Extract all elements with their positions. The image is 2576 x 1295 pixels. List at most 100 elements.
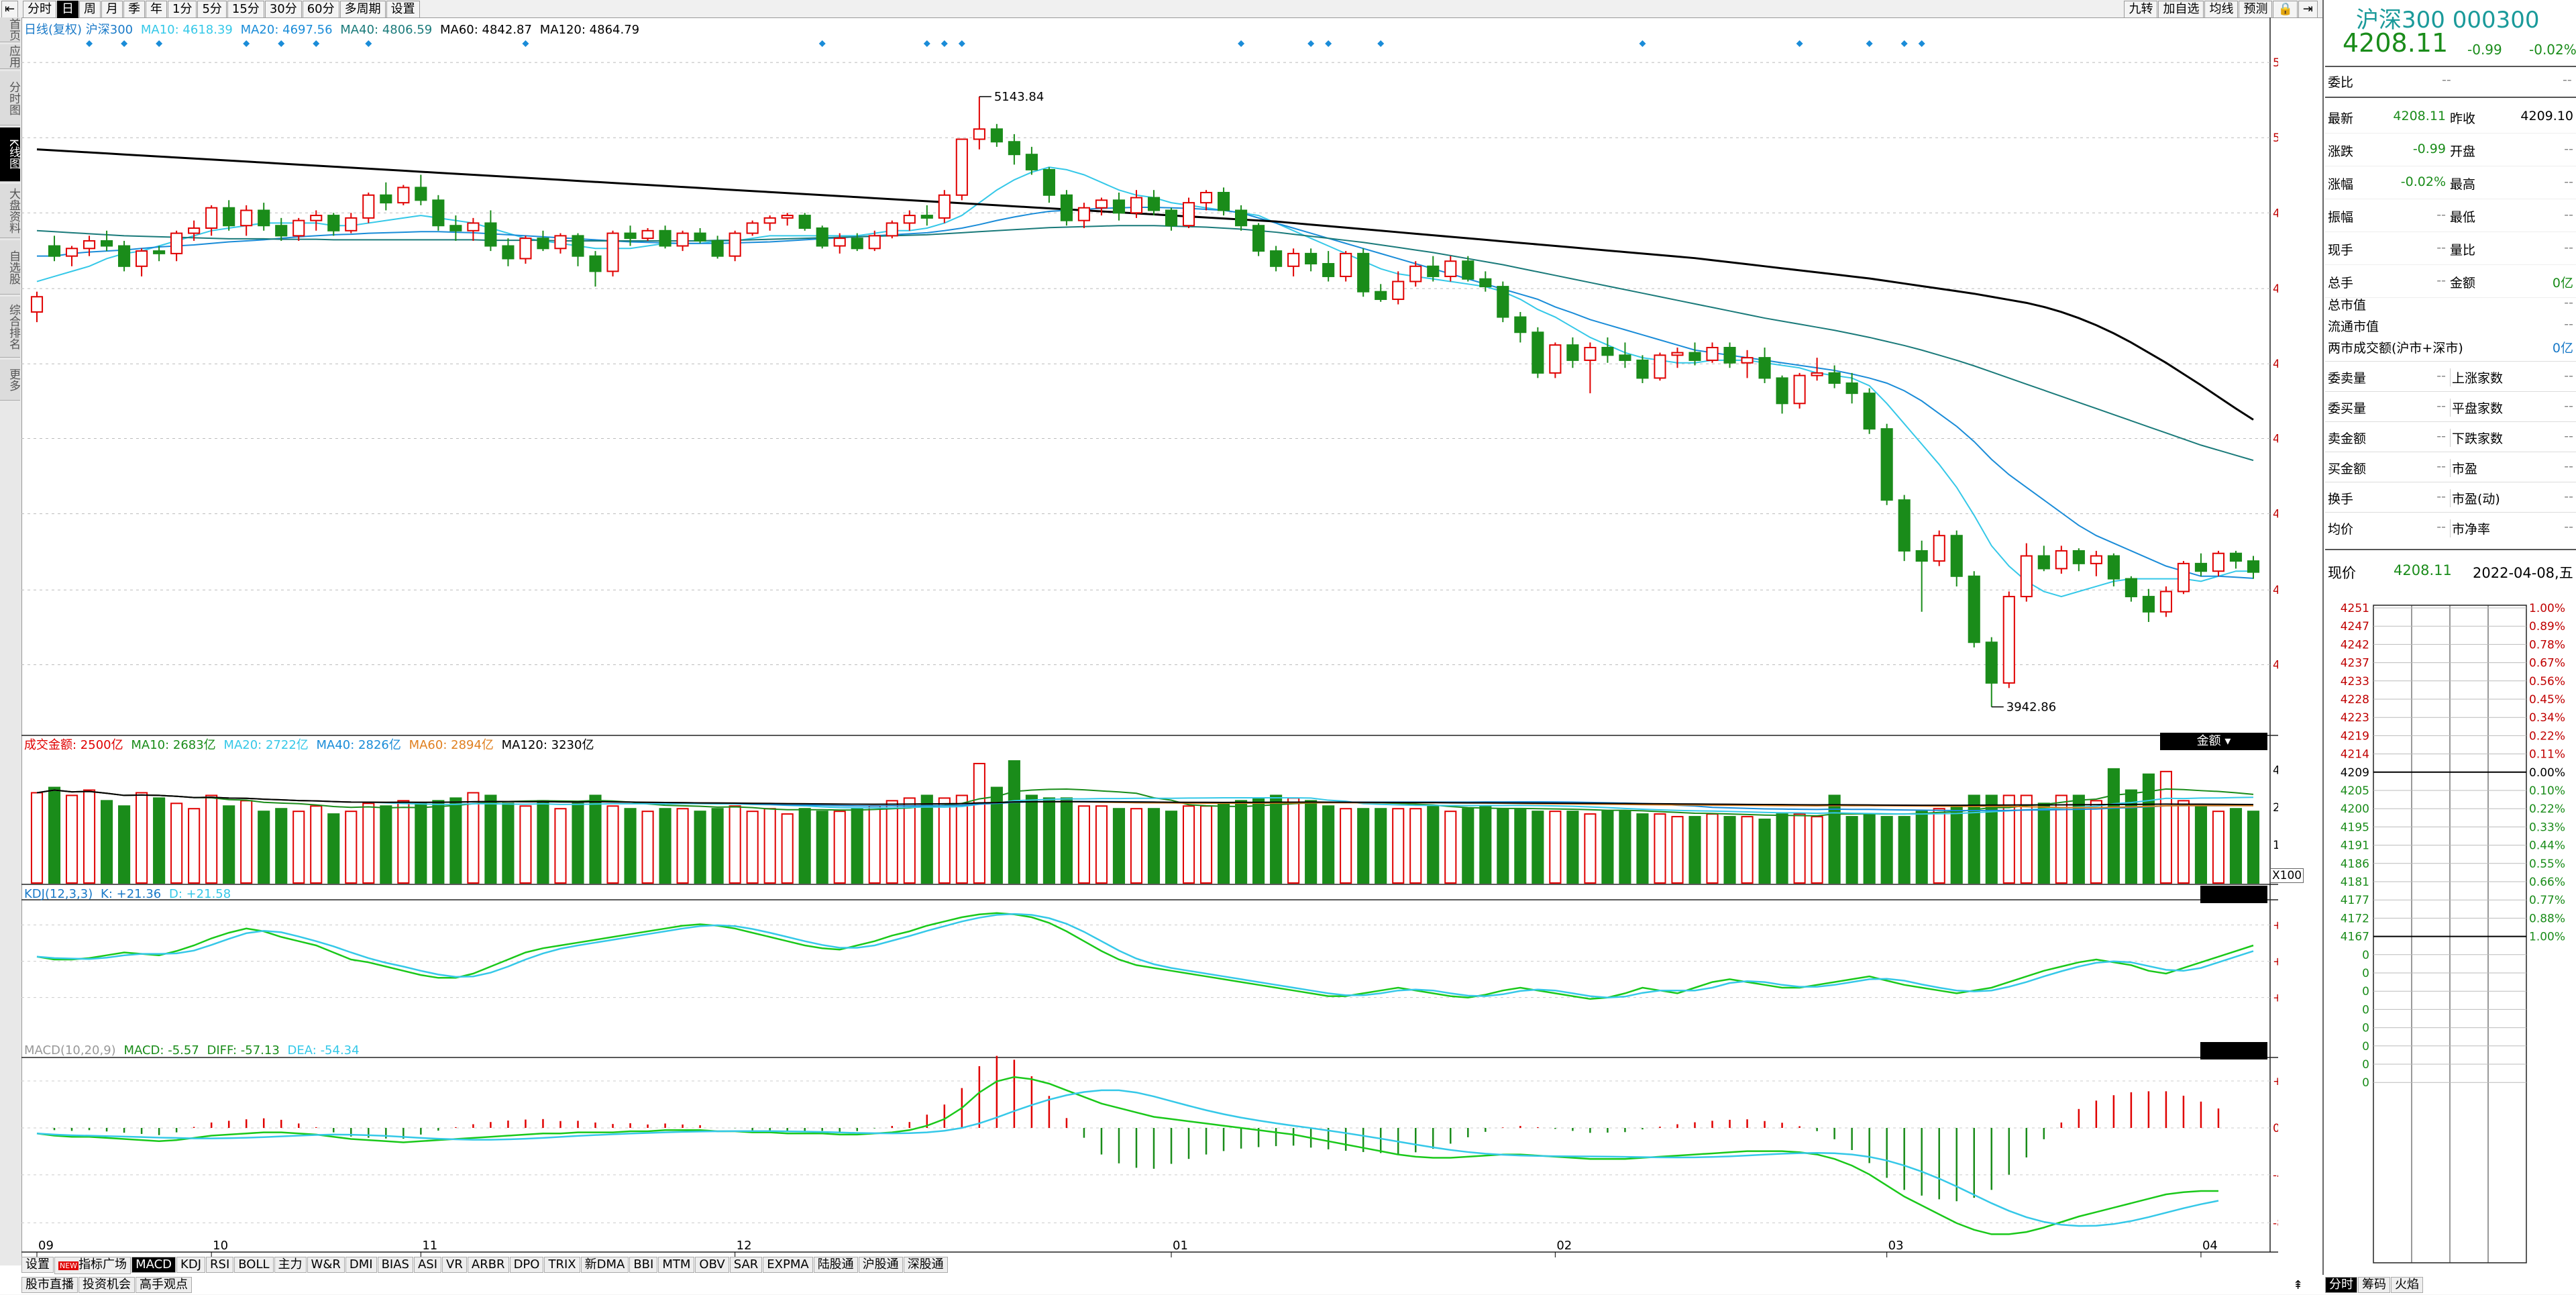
- weibi-value: --: [2442, 72, 2451, 87]
- indicator-tab-3[interactable]: KDJ: [176, 1257, 206, 1273]
- candle-body: [2247, 560, 2260, 573]
- expand-icon[interactable]: ⇥: [2298, 1, 2318, 18]
- bottom-tab-2[interactable]: 高手观点: [136, 1277, 192, 1293]
- side-tab-5[interactable]: 自选股: [0, 240, 20, 295]
- period-tab-9[interactable]: 30分: [264, 1, 302, 18]
- toolbar-right-3[interactable]: 预测: [2239, 1, 2273, 18]
- candle-body: [624, 232, 637, 240]
- indicator-tab-23[interactable]: 深股通: [903, 1257, 948, 1273]
- volume-unit: X100: [2270, 868, 2304, 883]
- side-tab-4[interactable]: 大盘资料: [0, 184, 20, 238]
- mini-tab-0[interactable]: 分时: [2325, 1277, 2357, 1293]
- volume-bar: [973, 762, 985, 884]
- indicator-tab-12[interactable]: ARBR: [467, 1257, 509, 1273]
- indicator-tab-5[interactable]: BOLL: [234, 1257, 274, 1273]
- candles: 5143.84 3942.86: [30, 40, 2260, 715]
- macd-dea-line: [36, 1089, 2219, 1227]
- macd-param-button[interactable]: [2200, 1042, 2267, 1059]
- side-tab-1[interactable]: 应用: [0, 44, 20, 69]
- volume-bar: [327, 813, 340, 884]
- lock-icon[interactable]: 🔒: [2273, 1, 2298, 18]
- candle-body: [153, 250, 166, 254]
- nav-back-button[interactable]: ⇤: [1, 1, 19, 18]
- scroll-top-button[interactable]: ⇞: [2293, 1278, 2304, 1292]
- indicator-tab-6[interactable]: 主力: [274, 1257, 307, 1273]
- volume-bar: [240, 800, 253, 884]
- period-tab-4[interactable]: 季: [123, 1, 145, 18]
- mini-price-label: 4205: [2341, 784, 2369, 798]
- candle-body: [868, 235, 881, 250]
- volume-bar: [1549, 811, 1562, 884]
- indicator-tab-15[interactable]: 新DMA: [580, 1257, 629, 1273]
- toolbar-right-0[interactable]: 九转: [2124, 1, 2158, 18]
- quote-value: --: [2436, 207, 2446, 222]
- indicator-tab-7[interactable]: W&R: [307, 1257, 345, 1273]
- volume-bar: [572, 802, 584, 884]
- stat-rows: 委卖量 -- 上涨家数 -- 委买量 -- 平盘家数 -- 卖金额 -- 下跌家数 -- 买金额 -- 市盈…: [2325, 361, 2576, 542]
- mini-pct-label: 0.56%: [2529, 675, 2565, 688]
- volume-bar: [1165, 811, 1178, 884]
- top-toolbar: ⇤ 分时日周月季年 1分 5分 15分 30分 60分 多周期 设置 九转 加自选 均线 预测 🔒 ⇥: [0, 0, 2325, 18]
- period-tab-12[interactable]: 设置: [386, 1, 420, 18]
- side-tab-3[interactable]: K线图: [0, 127, 20, 182]
- indicator-tab-2[interactable]: MACD: [131, 1257, 176, 1273]
- kdj-param-button[interactable]: [2200, 886, 2267, 903]
- indicator-tab-1[interactable]: NEW 指标广场: [54, 1257, 131, 1274]
- period-tab-5[interactable]: 年: [146, 1, 167, 18]
- indicator-tab-17[interactable]: MTM: [658, 1257, 695, 1273]
- indicator-tab-20[interactable]: EXPMA: [763, 1257, 813, 1273]
- indicator-tab-8[interactable]: DMI: [345, 1257, 377, 1273]
- indicator-tab-9[interactable]: BIAS: [377, 1257, 413, 1273]
- kdj-axis-label: +33.01: [2273, 992, 2278, 1005]
- market-value: --: [2564, 295, 2573, 310]
- mini-tab-1[interactable]: 筹码: [2358, 1277, 2390, 1293]
- volume-ma-line: [36, 789, 2254, 815]
- candle-body: [188, 227, 201, 234]
- indicator-tab-18[interactable]: OBV: [695, 1257, 729, 1273]
- period-tab-0[interactable]: 分时: [23, 1, 56, 18]
- indicator-tab-13[interactable]: DPO: [509, 1257, 544, 1273]
- indicator-tab-14[interactable]: TRIX: [544, 1257, 580, 1273]
- quote-label: 量比: [2450, 243, 2476, 258]
- bottom-tab-0[interactable]: 股市直播: [21, 1277, 78, 1293]
- indicator-tab-21[interactable]: 陆股通: [813, 1257, 858, 1273]
- indicator-tab-19[interactable]: SAR: [729, 1257, 763, 1273]
- period-tab-1[interactable]: 日: [57, 1, 78, 18]
- stat-label: 下跌家数: [2450, 429, 2503, 447]
- side-tab-2[interactable]: 分时图: [0, 71, 20, 125]
- period-tab-3[interactable]: 月: [101, 1, 123, 18]
- indicator-tab-11[interactable]: VR: [442, 1257, 467, 1273]
- bottom-tab-1[interactable]: 投资机会: [78, 1277, 135, 1293]
- side-tab-7[interactable]: 更多: [0, 360, 20, 401]
- price-axis-label: 4471: [2273, 433, 2278, 446]
- period-tab-11[interactable]: 多周期: [339, 1, 386, 18]
- indicator-tab-22[interactable]: 沪股通: [858, 1257, 903, 1273]
- volume-bar: [1636, 813, 1649, 884]
- stat-row: 卖金额 -- 下跌家数 --: [2325, 421, 2576, 452]
- price-axis-label: 5063: [2273, 132, 2278, 145]
- candle-body: [1199, 191, 1213, 204]
- side-tab-6[interactable]: 综合排名: [0, 297, 20, 358]
- period-tab-10[interactable]: 60分: [302, 1, 339, 18]
- volume-mode-button[interactable]: 金额 ▾: [2160, 733, 2267, 750]
- quote-label: 现手: [2328, 243, 2354, 258]
- toolbar-right-1[interactable]: 加自选: [2158, 1, 2204, 18]
- mini-price-label: 0: [2362, 985, 2369, 998]
- side-tab-0[interactable]: 首页: [0, 17, 20, 42]
- mini-price-label: 4186: [2341, 858, 2369, 871]
- period-tab-2[interactable]: 周: [79, 1, 101, 18]
- main-legend: 日线(复权) 沪深300 MA10: 4618.39 MA20: 4697.56…: [24, 20, 639, 38]
- indicator-tab-16[interactable]: BBI: [629, 1257, 658, 1273]
- indicator-tab-10[interactable]: ASI: [413, 1257, 442, 1273]
- period-tab-6[interactable]: 1分: [168, 1, 197, 18]
- quote-label: 涨跌: [2328, 144, 2354, 159]
- indicator-tab-4[interactable]: RSI: [206, 1257, 234, 1273]
- period-tab-7[interactable]: 5分: [197, 1, 227, 18]
- period-tab-8[interactable]: 15分: [227, 1, 264, 18]
- mini-tab-2[interactable]: 火焰: [2391, 1277, 2423, 1293]
- toolbar-right-2[interactable]: 均线: [2204, 1, 2239, 18]
- macd-legend: MACD(10,20,9) MACD: -5.57 DIFF: -57.13 D…: [24, 1043, 360, 1057]
- candle-body: [1270, 250, 1283, 267]
- volume-bar: [1828, 794, 1841, 884]
- indicator-tab-0[interactable]: 设置: [21, 1257, 54, 1273]
